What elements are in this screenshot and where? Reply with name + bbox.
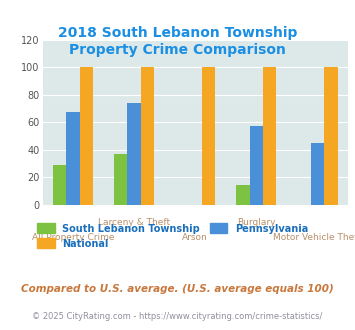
Text: Arson: Arson: [182, 233, 208, 242]
Bar: [250, 126, 263, 205]
Bar: [202, 67, 215, 205]
Text: Motor Vehicle Theft: Motor Vehicle Theft: [273, 233, 355, 242]
Bar: [127, 103, 141, 205]
Bar: [114, 154, 127, 205]
Bar: [141, 67, 154, 205]
Bar: [236, 185, 250, 205]
Text: 2018 South Lebanon Township
Property Crime Comparison: 2018 South Lebanon Township Property Cri…: [58, 26, 297, 57]
Bar: [324, 67, 338, 205]
Bar: [311, 143, 324, 205]
Bar: [263, 67, 277, 205]
Legend: South Lebanon Township, National, Pennsylvania: South Lebanon Township, National, Pennsy…: [33, 219, 312, 252]
Bar: [53, 165, 66, 205]
Bar: [66, 113, 80, 205]
Text: All Property Crime: All Property Crime: [32, 233, 114, 242]
Bar: [80, 67, 93, 205]
Text: Compared to U.S. average. (U.S. average equals 100): Compared to U.S. average. (U.S. average …: [21, 284, 334, 294]
Text: © 2025 CityRating.com - https://www.cityrating.com/crime-statistics/: © 2025 CityRating.com - https://www.city…: [32, 313, 323, 321]
Text: Burglary: Burglary: [237, 218, 275, 227]
Text: Larceny & Theft: Larceny & Theft: [98, 218, 170, 227]
